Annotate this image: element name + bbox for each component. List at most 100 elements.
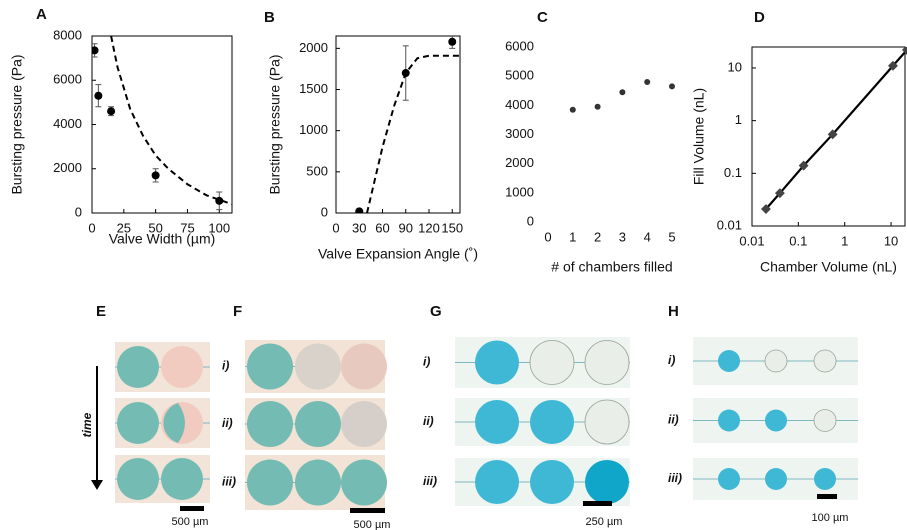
scale-bar bbox=[583, 501, 612, 506]
point bbox=[761, 204, 771, 214]
y-axis-label: Fill Volume (nL) bbox=[691, 88, 707, 185]
point bbox=[827, 129, 838, 140]
point bbox=[798, 160, 809, 171]
plot-area bbox=[761, 47, 907, 214]
y-tick-label: 6000 bbox=[505, 38, 534, 53]
row-label: i) bbox=[423, 355, 430, 369]
chamber bbox=[295, 343, 341, 390]
chamber bbox=[117, 346, 159, 388]
y-tick-label: 1000 bbox=[299, 122, 328, 137]
fit-curve bbox=[366, 54, 460, 213]
row-label: ii) bbox=[668, 413, 679, 427]
x-tick-label: 10 bbox=[884, 233, 898, 248]
row-label: iii) bbox=[423, 474, 437, 488]
y-tick-label: 4000 bbox=[505, 97, 534, 112]
panel-letter: D bbox=[754, 9, 765, 26]
scale-bar bbox=[817, 494, 837, 499]
panel-letter: G bbox=[430, 303, 442, 320]
y-tick-label: 8000 bbox=[53, 27, 82, 42]
y-tick-label: 3000 bbox=[505, 126, 534, 141]
x-tick-label: 5 bbox=[668, 229, 675, 244]
chamber bbox=[247, 401, 293, 447]
row-label: i) bbox=[668, 353, 675, 367]
x-axis-label: # of chambers filled bbox=[551, 259, 672, 275]
chamber bbox=[161, 458, 203, 500]
point bbox=[448, 37, 457, 46]
plot-frame bbox=[751, 46, 906, 227]
y-tick-label: 5000 bbox=[505, 68, 534, 83]
scale-label: 500 µm bbox=[354, 519, 391, 530]
chamber bbox=[585, 460, 629, 504]
x-tick-label: 150 bbox=[441, 220, 463, 235]
x-tick-label: 75 bbox=[180, 220, 194, 235]
scale-label: 500 µm bbox=[172, 516, 209, 528]
x-tick-label: 50 bbox=[148, 220, 162, 235]
y-tick-label: 1000 bbox=[505, 184, 534, 199]
chamber bbox=[764, 349, 788, 373]
x-tick-label: 0 bbox=[88, 220, 95, 235]
y-tick-label: 500 bbox=[306, 163, 328, 178]
chamber bbox=[814, 468, 836, 490]
row-label: iii) bbox=[668, 471, 682, 485]
chamber bbox=[295, 459, 341, 506]
scale-bar bbox=[180, 506, 204, 511]
x-tick-label: 90 bbox=[399, 220, 413, 235]
y-tick-label: 0 bbox=[321, 204, 328, 219]
scale-label: 100 µm bbox=[812, 512, 849, 524]
plot-frame bbox=[335, 35, 461, 214]
chamber bbox=[765, 468, 787, 490]
chamber bbox=[117, 458, 159, 500]
chamber bbox=[530, 460, 574, 504]
plot-area bbox=[92, 36, 232, 211]
point bbox=[669, 83, 675, 90]
y-tick-label: 0 bbox=[75, 204, 82, 219]
fit-curve bbox=[110, 36, 232, 206]
y-tick-label: 0.1 bbox=[724, 165, 742, 180]
chamber bbox=[718, 468, 740, 490]
plot-frame bbox=[91, 35, 233, 214]
x-tick-label: 3 bbox=[619, 229, 626, 244]
chamber bbox=[295, 401, 341, 447]
chamber bbox=[584, 340, 630, 385]
chamber bbox=[718, 350, 740, 372]
plot-area bbox=[355, 36, 460, 213]
point bbox=[774, 188, 785, 199]
x-tick-label: 60 bbox=[375, 220, 389, 235]
y-axis-label: Bursting pressure (Pa) bbox=[267, 54, 283, 194]
x-tick-label: 30 bbox=[352, 220, 366, 235]
row-label: ii) bbox=[423, 414, 434, 428]
panel-letter: E bbox=[96, 303, 106, 320]
chamber bbox=[529, 340, 575, 385]
point bbox=[888, 60, 898, 71]
point bbox=[355, 207, 364, 213]
x-tick-label: 1 bbox=[841, 233, 848, 248]
x-axis-label: Chamber Volume (nL) bbox=[760, 259, 897, 275]
y-tick-label: 2000 bbox=[505, 155, 534, 170]
x-tick-label: 2 bbox=[594, 229, 601, 244]
chamber bbox=[584, 399, 630, 445]
chamber bbox=[161, 346, 203, 388]
chamber bbox=[765, 409, 787, 432]
chamber bbox=[475, 400, 519, 444]
chamber bbox=[247, 459, 293, 506]
scale-label: 250 µm bbox=[586, 516, 623, 528]
point bbox=[94, 91, 103, 100]
x-tick-label: 4 bbox=[644, 229, 651, 244]
row-label: iii) bbox=[222, 475, 236, 489]
plot-area bbox=[569, 79, 675, 113]
scale-bar bbox=[350, 508, 385, 513]
y-axis-label: Bursting pressure (Pa) bbox=[9, 54, 25, 194]
y-tick-label: 0.01 bbox=[717, 217, 742, 232]
chamber-fill bbox=[163, 403, 185, 443]
y-tick-label: 6000 bbox=[53, 72, 82, 87]
y-tick-label: 2000 bbox=[53, 160, 82, 175]
panel-letter: H bbox=[668, 303, 679, 320]
x-tick-label: 25 bbox=[117, 220, 131, 235]
chamber bbox=[341, 343, 387, 390]
x-tick-label: 1 bbox=[569, 229, 576, 244]
panel-letter: F bbox=[233, 303, 242, 320]
point bbox=[569, 106, 576, 113]
chamber bbox=[247, 343, 293, 390]
x-tick-label: 120 bbox=[418, 220, 440, 235]
